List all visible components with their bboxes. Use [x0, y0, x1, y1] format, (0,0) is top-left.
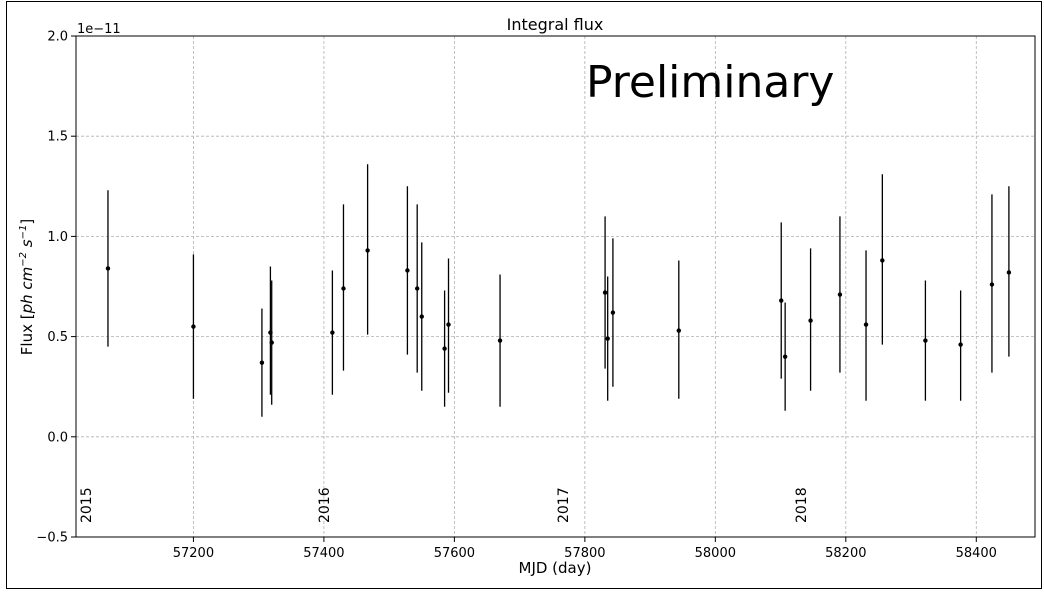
- x-axis-label: MJD (day): [519, 559, 592, 577]
- y-tick-label: 0.5: [47, 330, 68, 345]
- data-point: [808, 318, 813, 323]
- data-point: [414, 286, 420, 291]
- data-point: [341, 286, 346, 291]
- data-point: [419, 314, 424, 319]
- year-marker-label: 2015: [79, 487, 95, 523]
- x-tick-label: 57600: [434, 546, 475, 561]
- x-tick-label: 57200: [173, 546, 214, 561]
- data-point: [269, 340, 274, 345]
- plot-area-border: [75, 35, 1036, 538]
- data-point: [782, 354, 788, 359]
- data-point: [863, 322, 869, 327]
- data-point: [923, 338, 928, 343]
- x-axis-ticks: 57200 57400 57600 57800 58000 58200 58400: [173, 537, 997, 561]
- y-axis-ticks: −0.5 0.0 0.5 1.0 1.5 2.0: [36, 30, 76, 546]
- year-marker-label: 2016: [317, 487, 333, 523]
- y-tick-label: 1.0: [47, 230, 68, 245]
- figure-frame: [6, 1, 1042, 589]
- data-point: [610, 310, 616, 315]
- data-point: [442, 346, 447, 351]
- data-point: [605, 336, 610, 341]
- y-axis-label: Flux [ph cm−2 s−1]: [18, 219, 36, 355]
- data-points: [105, 164, 1012, 417]
- data-point: [259, 360, 265, 365]
- grid-lines: [76, 36, 1035, 537]
- data-point: [779, 298, 784, 303]
- data-point: [958, 342, 963, 347]
- data-point: [676, 328, 681, 333]
- data-point: [837, 292, 843, 297]
- x-tick-label: 57400: [303, 546, 344, 561]
- data-point: [365, 248, 370, 253]
- data-point: [1006, 270, 1012, 275]
- y-tick-label: 2.0: [47, 30, 68, 45]
- x-tick-label: 58400: [956, 546, 997, 561]
- data-point: [405, 268, 410, 273]
- data-point: [497, 338, 503, 343]
- y-tick-label: −0.5: [36, 531, 68, 546]
- x-tick-label: 58200: [825, 546, 866, 561]
- x-tick-label: 57800: [564, 546, 605, 561]
- y-scale-note: 1e−11: [77, 22, 121, 37]
- data-point: [989, 282, 995, 287]
- data-point: [602, 290, 608, 295]
- data-point: [880, 258, 885, 263]
- chart-title: Integral flux: [507, 15, 604, 34]
- year-marker-label: 2018: [794, 487, 810, 523]
- data-point: [446, 322, 451, 327]
- x-tick-label: 58000: [695, 546, 736, 561]
- preliminary-watermark: Preliminary: [586, 57, 834, 108]
- data-point: [191, 324, 196, 329]
- year-marker-label: 2017: [556, 487, 572, 523]
- data-point: [105, 266, 111, 271]
- y-tick-label: 0.0: [47, 430, 68, 445]
- year-markers: 2015 2016 2017 2018: [79, 487, 810, 523]
- data-point: [330, 330, 335, 335]
- y-tick-label: 1.5: [47, 130, 68, 145]
